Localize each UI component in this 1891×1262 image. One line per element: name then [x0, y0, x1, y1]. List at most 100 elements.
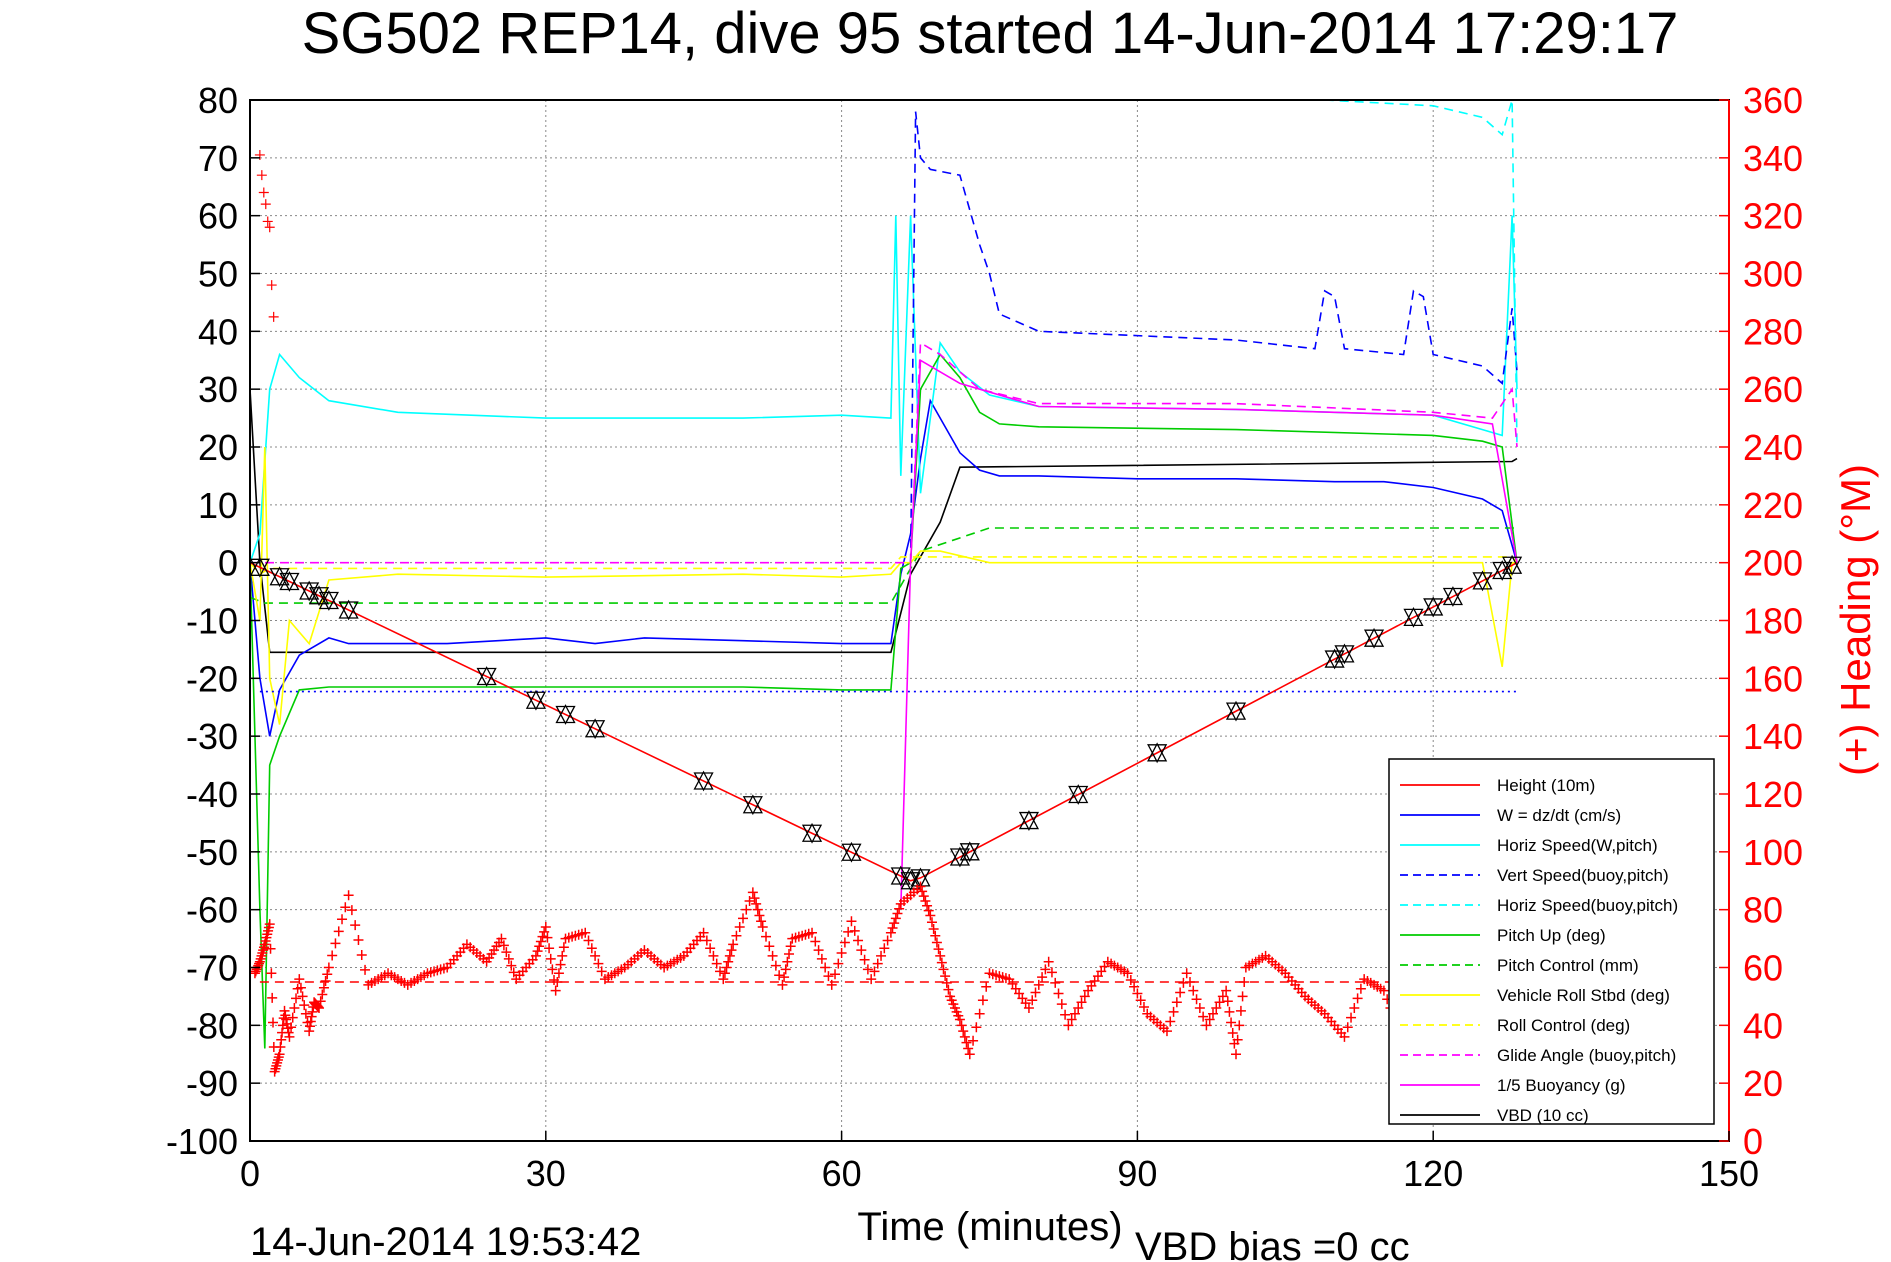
heading-point: [940, 971, 951, 982]
y2-tick-label: 60: [1743, 948, 1783, 989]
heading-point: [1181, 968, 1192, 979]
heading-point: [836, 948, 847, 959]
heading-point: [313, 1002, 324, 1013]
heading-point: [782, 956, 793, 967]
y2-tick-label: 340: [1743, 138, 1803, 179]
heading-point: [931, 937, 942, 948]
heading-point: [774, 970, 785, 981]
heading-point: [280, 1010, 291, 1021]
heading-point: [547, 964, 558, 975]
heading-point: [894, 903, 905, 914]
heading-point: [711, 958, 722, 969]
y2-tick-label: 240: [1743, 427, 1803, 468]
heading-point: [767, 950, 778, 961]
y-tick-label: -60: [186, 890, 238, 931]
heading-point: [1129, 981, 1140, 992]
heading-point: [306, 1011, 317, 1022]
y2-tick-label: 300: [1743, 254, 1803, 295]
x-tick-label: 90: [1117, 1153, 1157, 1194]
heading-point: [284, 1031, 295, 1042]
heading-point: [1231, 1049, 1241, 1060]
heading-point: [307, 1006, 318, 1017]
y-tick-label: -80: [186, 1005, 238, 1046]
heading-point: [1046, 967, 1057, 978]
marker-triangle-up: [890, 865, 911, 885]
marker-triangle-up: [742, 794, 763, 814]
legend-label: Vert Speed(buoy,pitch): [1497, 866, 1669, 885]
series-pitch_ctrl: [249, 527, 1517, 604]
y-tick-label: 60: [198, 196, 238, 237]
heading-point: [1194, 1002, 1205, 1013]
heading-point: [925, 910, 936, 921]
heading-point: [1355, 983, 1366, 994]
heading-point: [936, 957, 947, 968]
heading-point: [1063, 1020, 1074, 1031]
heading-point: [869, 966, 880, 977]
heading-point: [1050, 977, 1061, 988]
heading-point: [558, 942, 569, 953]
y2-tick-label: 220: [1743, 485, 1803, 526]
y2-tick-label: 20: [1743, 1063, 1783, 1104]
heading-point: [498, 940, 509, 951]
marker-triangle-up: [585, 718, 606, 738]
heading-point: [583, 935, 594, 946]
heading-point: [734, 922, 745, 933]
legend-label: Pitch Control (mm): [1497, 956, 1639, 975]
heading-point: [959, 1031, 970, 1042]
heading-point: [971, 1022, 982, 1033]
heading-point: [1178, 977, 1189, 988]
right-axis: 3603403203002802602402202001801601401201…: [1719, 80, 1803, 1162]
heading-point: [268, 1017, 279, 1028]
marker-triangle-up: [801, 822, 823, 842]
heading-point: [853, 935, 864, 946]
y-tick-label: 50: [198, 254, 238, 295]
heading-point: [350, 920, 361, 931]
y-tick-label: -70: [186, 948, 238, 989]
heading-point: [938, 964, 949, 975]
legend: Height (10m) W = dz/dt (cm/s) Horiz Speed(…: [1388, 758, 1715, 1125]
heading-point: [291, 993, 302, 1004]
heading-point: [889, 918, 900, 929]
heading-point: [738, 913, 748, 924]
heading-point: [333, 926, 344, 937]
heading-point: [1073, 1002, 1084, 1013]
heading-point: [314, 1002, 325, 1013]
heading-point: [317, 989, 328, 1000]
heading-point: [974, 1008, 985, 1019]
heading-point: [586, 943, 597, 954]
heading-point: [268, 311, 279, 322]
heading-point: [885, 927, 896, 938]
marker-triangle-up: [1423, 596, 1444, 616]
heading-point: [917, 886, 928, 897]
marker-triangle-up: [1502, 554, 1523, 574]
heading-point: [1188, 985, 1199, 996]
x-tick-label: 150: [1699, 1153, 1759, 1194]
heading-point: [958, 1026, 969, 1037]
heading-point: [784, 949, 795, 960]
series-buoy5: [900, 358, 1518, 910]
y2-tick-label: 260: [1743, 369, 1803, 410]
heading-point: [553, 968, 564, 979]
y-tick-label: -100: [166, 1121, 238, 1162]
series-roll_ctrl: [249, 556, 1518, 576]
heading-point: [810, 936, 821, 947]
legend-label: Glide Angle (buoy,pitch): [1497, 1046, 1676, 1065]
heading-point: [1076, 997, 1087, 1008]
heading-point: [723, 956, 734, 967]
marker-layer: [249, 554, 1523, 892]
heading-point: [876, 950, 887, 961]
heading-point: [544, 943, 555, 954]
heading-point: [920, 895, 931, 906]
heading-point: [964, 1049, 975, 1060]
y2-tick-label: 120: [1743, 774, 1803, 815]
y-tick-label: -10: [186, 601, 238, 642]
y-tick-label: -20: [186, 658, 238, 699]
heading-point: [360, 964, 371, 975]
heading-point: [356, 949, 367, 960]
marker-triangle-up: [949, 846, 970, 866]
heading-point: [1060, 1009, 1071, 1020]
y2-tick-label: 160: [1743, 658, 1803, 699]
marker-triangle-up: [249, 556, 270, 576]
legend-label: Horiz Speed(buoy,pitch): [1497, 896, 1678, 915]
heading-point: [283, 1027, 294, 1038]
